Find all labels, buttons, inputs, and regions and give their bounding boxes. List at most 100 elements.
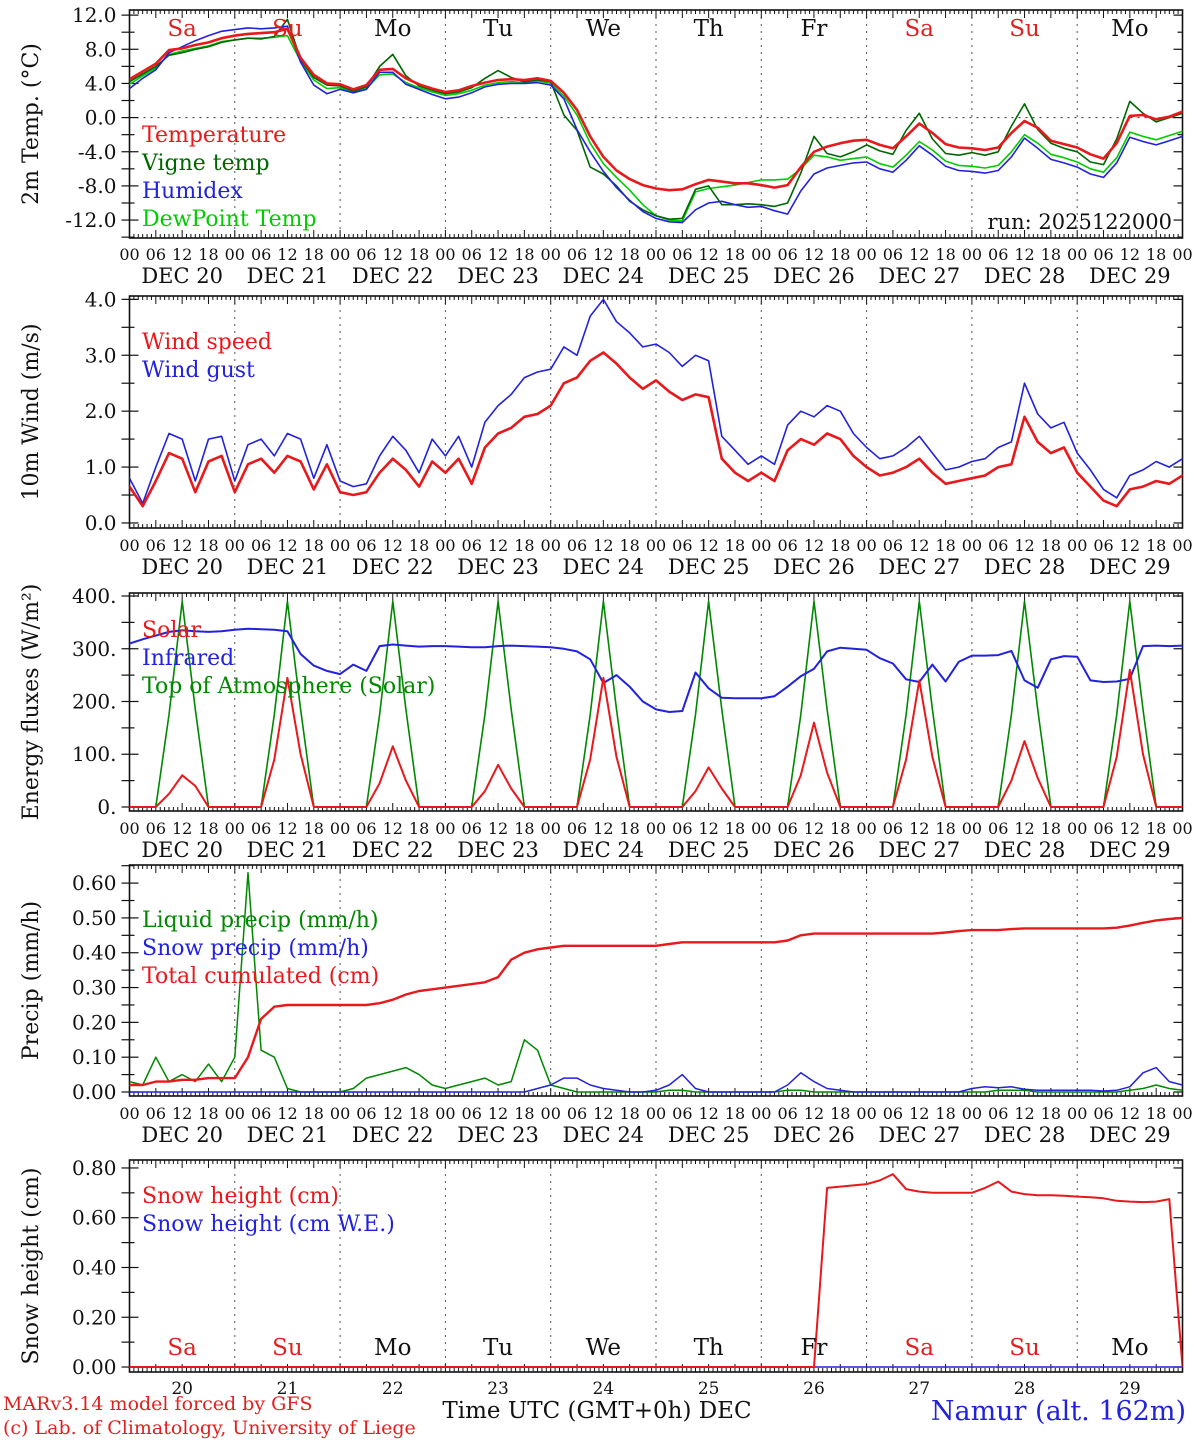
svg-text:00: 00	[435, 245, 455, 264]
panel-precip: 0.00 0.10 0.20 0.30 0.40 0.50 0.60 Precip (mm/h…	[19, 864, 1193, 1147]
run-label: run: 2025122000	[988, 210, 1172, 234]
svg-text:Snow height (cm): Snow height (cm)	[19, 1168, 44, 1365]
svg-text:00: 00	[330, 1104, 350, 1123]
svg-text:06: 06	[462, 245, 482, 264]
svg-text:12: 12	[383, 536, 403, 555]
svg-text:-8.0: -8.0	[78, 174, 117, 198]
precip-legend: Snow precip (mm/h)	[142, 936, 369, 961]
svg-text:18: 18	[198, 245, 218, 264]
svg-text:DEC 28: DEC 28	[984, 555, 1066, 579]
svg-text:12: 12	[1120, 1104, 1140, 1123]
svg-text:Fr: Fr	[800, 16, 827, 42]
svg-text:00: 00	[1067, 819, 1087, 838]
svg-text:06: 06	[251, 536, 271, 555]
svg-text:DEC 24: DEC 24	[563, 838, 645, 862]
svg-text:DEC 28: DEC 28	[984, 838, 1066, 862]
svg-text:4.0: 4.0	[85, 287, 117, 311]
svg-text:DEC 29: DEC 29	[1089, 1123, 1171, 1147]
svg-text:DEC 24: DEC 24	[563, 1123, 645, 1147]
svg-text:3.0: 3.0	[85, 343, 117, 367]
flux-legend: Infrared	[142, 646, 234, 671]
svg-text:DEC 25: DEC 25	[668, 555, 750, 579]
svg-text:18: 18	[725, 819, 745, 838]
svg-text:Sa: Sa	[167, 1335, 197, 1361]
svg-text:12: 12	[172, 245, 192, 264]
svg-text:00: 00	[856, 819, 876, 838]
svg-text:00: 00	[962, 819, 982, 838]
svg-text:06: 06	[146, 819, 166, 838]
svg-text:12.0: 12.0	[72, 3, 117, 27]
svg-text:Su: Su	[272, 16, 303, 42]
svg-text:12: 12	[804, 819, 824, 838]
svg-text:0.0: 0.0	[85, 106, 117, 130]
svg-text:12: 12	[488, 819, 508, 838]
svg-text:00: 00	[1067, 245, 1087, 264]
svg-text:00: 00	[435, 819, 455, 838]
svg-text:DEC 29: DEC 29	[1089, 264, 1171, 288]
svg-text:06: 06	[672, 819, 692, 838]
svg-text:DEC 22: DEC 22	[352, 1123, 434, 1147]
svg-text:18: 18	[1146, 1104, 1166, 1123]
svg-text:Mo: Mo	[1111, 16, 1148, 42]
svg-text:06: 06	[146, 536, 166, 555]
svg-text:DEC 25: DEC 25	[668, 264, 750, 288]
svg-text:Mo: Mo	[374, 1335, 411, 1361]
precip-legend: Liquid precip (mm/h)	[142, 908, 379, 933]
svg-text:Mo: Mo	[374, 16, 411, 42]
svg-text:06: 06	[1093, 819, 1113, 838]
svg-text:00: 00	[225, 245, 245, 264]
svg-text:06: 06	[251, 245, 271, 264]
svg-text:00: 00	[1172, 819, 1192, 838]
svg-text:DEC 25: DEC 25	[668, 838, 750, 862]
svg-text:06: 06	[356, 536, 376, 555]
svg-text:Mo: Mo	[1111, 1335, 1148, 1361]
svg-text:06: 06	[356, 245, 376, 264]
snow_precip-line	[129, 1066, 1183, 1093]
svg-text:18: 18	[304, 1104, 324, 1123]
svg-text:DEC 28: DEC 28	[984, 264, 1066, 288]
svg-text:06: 06	[777, 245, 797, 264]
svg-text:27: 27	[908, 1379, 930, 1399]
svg-text:06: 06	[988, 819, 1008, 838]
svg-text:00: 00	[119, 536, 139, 555]
svg-text:18: 18	[830, 819, 850, 838]
svg-text:00: 00	[541, 819, 561, 838]
svg-text:06: 06	[672, 536, 692, 555]
total_cumulated-line	[129, 916, 1183, 1087]
svg-text:18: 18	[304, 245, 324, 264]
wind-legend: Wind speed	[142, 330, 272, 355]
svg-text:26: 26	[803, 1379, 825, 1399]
svg-text:28: 28	[1014, 1379, 1036, 1399]
svg-text:12: 12	[488, 1104, 508, 1123]
svg-text:00: 00	[751, 245, 771, 264]
svg-text:23: 23	[487, 1379, 509, 1399]
svg-text:00: 00	[751, 819, 771, 838]
svg-text:DEC 26: DEC 26	[773, 555, 855, 579]
svg-text:18: 18	[1146, 819, 1166, 838]
svg-text:0.80: 0.80	[72, 1156, 117, 1180]
svg-text:0.60: 0.60	[72, 871, 117, 895]
svg-text:22: 22	[382, 1379, 404, 1399]
svg-text:Su: Su	[1009, 16, 1040, 42]
svg-text:12: 12	[488, 245, 508, 264]
svg-text:0.30: 0.30	[72, 976, 117, 1000]
svg-text:18: 18	[619, 1104, 639, 1123]
svg-text:18: 18	[198, 1104, 218, 1123]
svg-text:18: 18	[935, 245, 955, 264]
svg-text:06: 06	[567, 819, 587, 838]
svg-text:06: 06	[462, 536, 482, 555]
svg-text:06: 06	[672, 1104, 692, 1123]
svg-text:00: 00	[330, 245, 350, 264]
svg-text:Energy fluxes (W/m²): Energy fluxes (W/m²)	[19, 584, 44, 821]
svg-text:00: 00	[1172, 245, 1192, 264]
svg-text:06: 06	[462, 1104, 482, 1123]
svg-text:00: 00	[646, 245, 666, 264]
svg-text:18: 18	[725, 245, 745, 264]
svg-text:0.00: 0.00	[72, 1355, 117, 1379]
svg-text:12: 12	[804, 1104, 824, 1123]
svg-text:0.50: 0.50	[72, 906, 117, 930]
svg-text:00: 00	[962, 245, 982, 264]
svg-text:DEC 20: DEC 20	[141, 838, 223, 862]
svg-text:00: 00	[119, 819, 139, 838]
svg-text:12: 12	[172, 819, 192, 838]
